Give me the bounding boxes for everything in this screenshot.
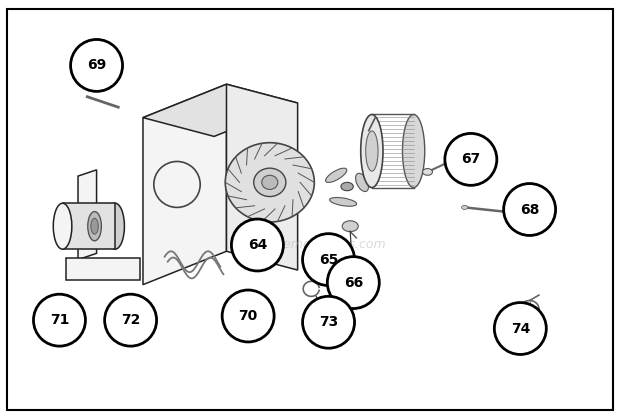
Ellipse shape bbox=[91, 218, 99, 234]
Ellipse shape bbox=[445, 133, 497, 185]
Text: 66: 66 bbox=[343, 276, 363, 290]
Text: 64: 64 bbox=[248, 238, 267, 252]
Circle shape bbox=[520, 212, 526, 216]
Polygon shape bbox=[143, 84, 298, 137]
Ellipse shape bbox=[33, 294, 86, 346]
Text: 69: 69 bbox=[87, 58, 106, 72]
Polygon shape bbox=[226, 84, 298, 270]
Ellipse shape bbox=[303, 296, 355, 348]
Circle shape bbox=[423, 168, 433, 175]
Polygon shape bbox=[66, 258, 140, 280]
Text: 72: 72 bbox=[121, 313, 140, 327]
Text: 65: 65 bbox=[319, 253, 339, 266]
Ellipse shape bbox=[262, 175, 278, 189]
Text: 71: 71 bbox=[50, 313, 69, 327]
Ellipse shape bbox=[494, 303, 546, 354]
Text: 70: 70 bbox=[239, 309, 258, 323]
Ellipse shape bbox=[53, 203, 72, 249]
Ellipse shape bbox=[361, 114, 383, 188]
Ellipse shape bbox=[231, 219, 283, 271]
Ellipse shape bbox=[225, 143, 314, 222]
Ellipse shape bbox=[222, 290, 274, 342]
Ellipse shape bbox=[327, 256, 379, 308]
Ellipse shape bbox=[88, 212, 102, 241]
Ellipse shape bbox=[356, 173, 368, 191]
Ellipse shape bbox=[326, 168, 347, 182]
FancyBboxPatch shape bbox=[7, 9, 613, 410]
Ellipse shape bbox=[330, 197, 356, 206]
Polygon shape bbox=[143, 84, 226, 285]
Text: 67: 67 bbox=[461, 153, 480, 166]
Text: 73: 73 bbox=[319, 315, 338, 329]
Ellipse shape bbox=[105, 294, 157, 346]
Polygon shape bbox=[78, 170, 97, 260]
Text: 68: 68 bbox=[520, 202, 539, 217]
Text: 74: 74 bbox=[511, 321, 530, 336]
FancyBboxPatch shape bbox=[63, 203, 115, 249]
Circle shape bbox=[341, 182, 353, 191]
Ellipse shape bbox=[303, 234, 355, 286]
Circle shape bbox=[461, 205, 467, 210]
Ellipse shape bbox=[402, 114, 425, 188]
Ellipse shape bbox=[503, 184, 556, 235]
Text: eReplacementParts.com: eReplacementParts.com bbox=[234, 238, 386, 251]
Ellipse shape bbox=[254, 168, 286, 197]
Ellipse shape bbox=[71, 39, 123, 91]
Circle shape bbox=[342, 221, 358, 232]
Ellipse shape bbox=[106, 203, 125, 249]
Ellipse shape bbox=[366, 131, 378, 171]
